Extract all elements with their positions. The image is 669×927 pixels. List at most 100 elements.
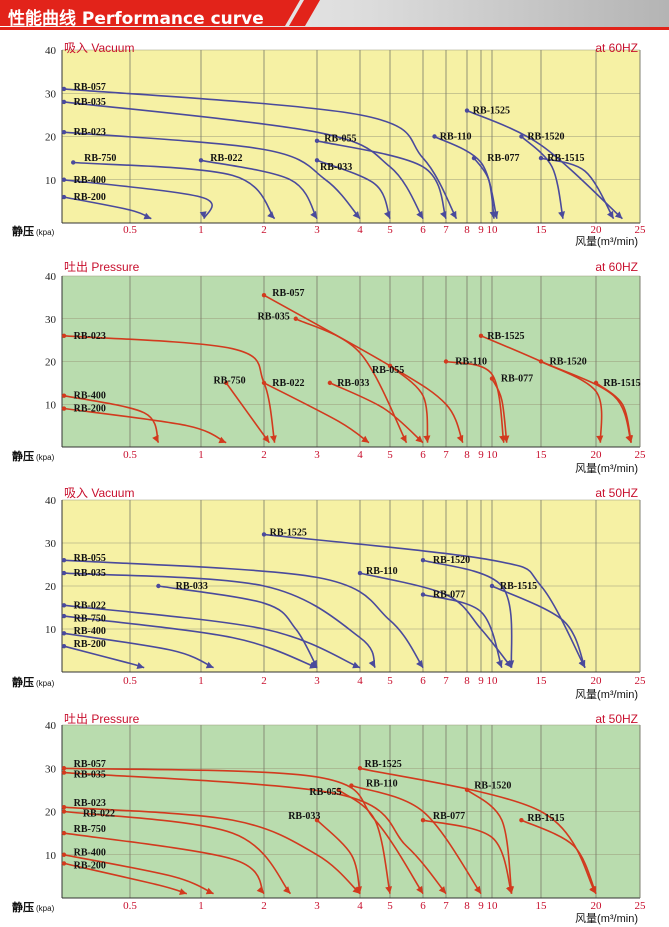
series-line (520, 135, 564, 219)
x-tick-label: 5 (387, 675, 393, 687)
x-tick-label: 5 (387, 900, 393, 912)
curve-label: RB-1515 (547, 153, 584, 164)
curve-label: RB-110 (455, 357, 487, 368)
x-tick-label: 0.5 (123, 224, 137, 236)
series-arrowhead (352, 211, 360, 219)
series-arrowhead (352, 886, 360, 894)
curve-label: RB-035 (74, 770, 106, 781)
series-arrowhead (199, 211, 207, 219)
x-tick-label: 6 (420, 224, 426, 236)
series-line (63, 131, 361, 220)
chart-mode-label: 吸入 Vacuum (64, 41, 134, 55)
y-tick-label: 30 (45, 88, 57, 100)
curve-label: RB-057 (74, 82, 106, 93)
x-axis-label: 风量(m³/min) (575, 235, 638, 248)
y-axis-label: 静压 (12, 675, 34, 689)
x-tick-label: 3 (314, 675, 320, 687)
curve-label: RB-400 (74, 175, 106, 186)
chart-mode-label: 吐出 Pressure (64, 260, 140, 274)
x-tick-label: 8 (464, 224, 470, 236)
x-tick-label: 0.5 (123, 449, 137, 461)
y-tick-label: 30 (45, 763, 57, 775)
y-tick-label: 40 (45, 45, 57, 57)
series-start-marker (336, 787, 341, 793)
x-tick-label: 10 (487, 224, 499, 236)
series-arrowhead (355, 886, 362, 894)
y-axis-unit: (kpa) (36, 904, 55, 913)
series-start-marker (519, 134, 524, 139)
series-start-marker (327, 380, 333, 386)
series-arrowhead (589, 885, 597, 894)
chart-mode-label: 吐出 Pressure (64, 712, 140, 726)
series-start-marker (61, 99, 67, 105)
series-line (337, 789, 391, 894)
series-line (466, 789, 513, 894)
curve-label: RB-055 (372, 365, 404, 376)
curve-label: RB-033 (337, 378, 369, 389)
x-tick-label: 1 (198, 224, 204, 236)
series-start-marker (61, 570, 67, 576)
x-tick-label: 4 (357, 675, 363, 687)
series-start-marker (314, 817, 320, 823)
series-start-marker (61, 177, 67, 182)
series-start-marker (432, 134, 437, 139)
chart-freq-label: at 50HZ (595, 712, 638, 726)
series-start-marker (61, 809, 67, 814)
x-tick-label: 1 (198, 675, 204, 687)
x-tick-label: 25 (635, 224, 647, 236)
series-line (491, 378, 508, 443)
series-line (295, 318, 408, 444)
curve-label: RB-400 (74, 848, 106, 859)
series-line (473, 157, 495, 219)
curve-label: RB-1520 (474, 781, 511, 792)
curve-label: RB-1525 (487, 331, 524, 342)
x-tick-label: 15 (536, 449, 548, 461)
x-axis-label: 风量(m³/min) (575, 912, 638, 925)
y-tick-label: 30 (45, 538, 57, 550)
curve-label: RB-110 (366, 778, 398, 789)
curve-label: RB-200 (74, 639, 106, 650)
series-start-marker (478, 333, 484, 339)
series-arrowhead (416, 885, 423, 894)
series-start-marker (464, 787, 470, 793)
series-start-marker (61, 558, 67, 563)
x-tick-label: 2 (261, 900, 267, 912)
curve-label: RB-200 (74, 861, 106, 872)
y-tick-label: 10 (45, 850, 57, 862)
y-axis-label: 静压 (12, 449, 34, 463)
y-tick-label: 40 (45, 271, 57, 283)
series-line (63, 572, 376, 669)
curve-label: RB-750 (74, 613, 106, 624)
curve-label: RB-1520 (433, 555, 470, 566)
series-line (263, 382, 370, 444)
series-start-marker (61, 406, 67, 411)
x-tick-label: 15 (536, 224, 548, 236)
series-start-marker (261, 380, 267, 386)
curve-label: RB-035 (258, 312, 290, 323)
chart-freq-label: at 50HZ (595, 486, 638, 500)
x-tick-label: 4 (357, 900, 363, 912)
series-start-marker (61, 613, 67, 619)
series-line (63, 854, 214, 895)
series-arrowhead (309, 662, 317, 669)
series-line (445, 360, 505, 443)
series-start-marker (489, 583, 495, 589)
curve-label: RB-077 (433, 811, 465, 822)
curve-label: RB-033 (288, 811, 320, 822)
page-title: 性能曲线 Performance curve (8, 9, 264, 29)
series-line (422, 559, 513, 668)
x-tick-label: 9 (478, 224, 484, 236)
curve-label: RB-1515 (603, 378, 640, 389)
x-tick-label: 0.5 (123, 675, 137, 687)
curve-label: RB-200 (74, 192, 106, 203)
series-arrowhead (352, 661, 360, 669)
x-tick-label: 4 (357, 224, 363, 236)
series-arrowhead (136, 662, 145, 669)
x-tick-label: 10 (487, 675, 499, 687)
series-arrowhead (361, 435, 369, 443)
series-arrowhead (489, 211, 497, 219)
x-axis-label: 风量(m³/min) (575, 688, 638, 701)
series-line (480, 335, 632, 443)
series-arrowhead (596, 435, 604, 443)
